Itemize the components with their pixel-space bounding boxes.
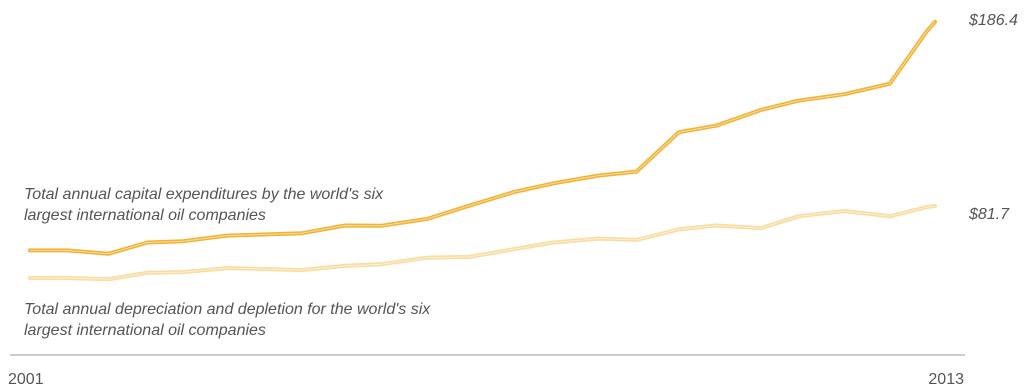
series-label-depreciation-line-2: largest international oil companies <box>24 322 266 339</box>
end-label-depreciation: $81.7 <box>968 206 1010 223</box>
series-line-capex-highlight <box>30 21 936 255</box>
end-label-capex: $186.4 <box>968 12 1018 29</box>
x-tick-label-start: 2001 <box>8 371 44 388</box>
series-label-depreciation-line-1: Total annual depreciation and depletion … <box>24 301 431 318</box>
series-label-capex-line-2: largest international oil companies <box>24 207 266 224</box>
series-line-capex <box>28 19 937 256</box>
series-label-capex-line-1: Total annual capital expenditures by the… <box>24 186 384 203</box>
series-line-depreciation <box>28 203 937 282</box>
x-tick-label-end: 2013 <box>928 371 964 388</box>
series-layer <box>28 19 937 282</box>
label-layer: Total annual capital expenditures by the… <box>8 12 1018 388</box>
series-line-depreciation-highlight <box>30 205 936 280</box>
